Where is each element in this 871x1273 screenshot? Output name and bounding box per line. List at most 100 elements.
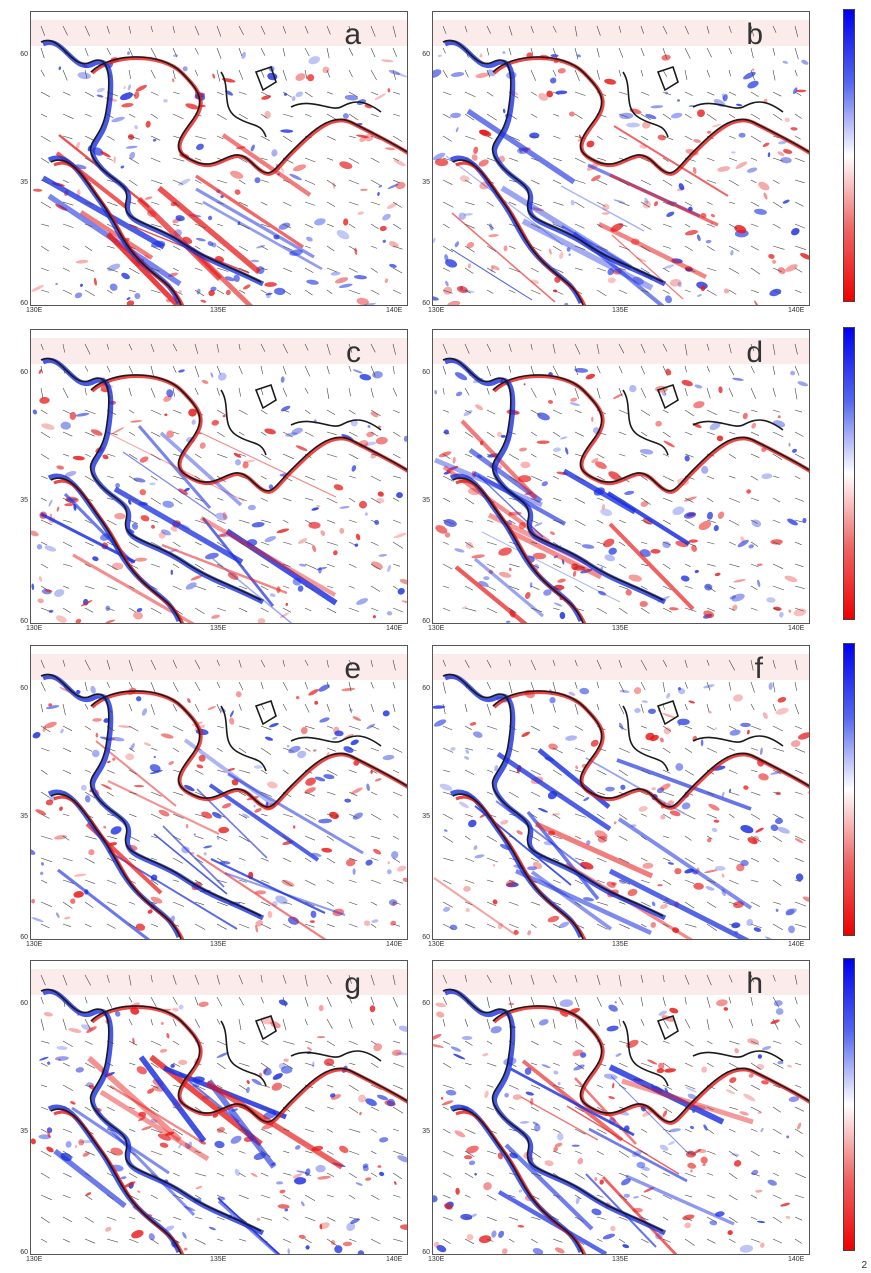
anomaly-blob xyxy=(96,94,104,98)
wind-vector xyxy=(260,201,268,206)
y-tick-label: 60 xyxy=(20,51,28,58)
anomaly-blob xyxy=(498,571,512,578)
wind-vector xyxy=(348,135,356,139)
wind-vector xyxy=(596,879,605,884)
wind-vector xyxy=(728,1018,734,1028)
wind-vector xyxy=(574,857,584,861)
wind-vector xyxy=(216,541,227,549)
wind-vector xyxy=(282,519,289,524)
anomaly-blob xyxy=(178,178,191,186)
anomaly-blob xyxy=(664,1068,676,1073)
wind-vector xyxy=(508,791,519,798)
coastline xyxy=(254,65,277,92)
wind-vector xyxy=(596,475,605,481)
anomaly-blob xyxy=(636,1161,646,1169)
anomaly-streak xyxy=(41,175,166,250)
anomaly-blob xyxy=(230,1135,242,1144)
wind-vector xyxy=(464,585,474,591)
wind-vector xyxy=(326,1194,334,1198)
anomaly-blob xyxy=(454,241,460,248)
wind-vector xyxy=(486,901,497,907)
anomaly-blob xyxy=(207,705,216,711)
wind-vector xyxy=(552,223,564,229)
anomaly-blob xyxy=(468,819,477,828)
wind-vector xyxy=(370,267,378,273)
anomaly-blob xyxy=(532,861,543,870)
wind-vector xyxy=(172,453,181,457)
wind-vector xyxy=(348,1040,358,1045)
anomaly-blob xyxy=(106,760,111,764)
wind-vector xyxy=(508,681,513,694)
anomaly-blob xyxy=(357,211,364,215)
anomaly-blob xyxy=(757,1054,763,1059)
wind-vector xyxy=(464,659,470,668)
y-tick-label: 35 xyxy=(20,497,28,504)
wind-vector xyxy=(392,563,400,567)
wind-vector xyxy=(662,607,672,613)
wind-vector xyxy=(128,681,133,689)
anomaly-blob xyxy=(300,726,308,735)
wind-vector xyxy=(442,1128,451,1134)
anomaly-blob xyxy=(705,239,712,244)
wind-vector xyxy=(304,1238,312,1244)
wind-vector xyxy=(662,747,671,754)
anomaly-blob xyxy=(669,1007,679,1014)
wind-vector xyxy=(618,923,630,929)
anomaly-blob xyxy=(150,896,163,904)
anomaly-blob xyxy=(399,1224,407,1231)
wind-vector xyxy=(794,1128,803,1135)
wind-vector xyxy=(530,179,540,185)
anomaly-blob xyxy=(444,254,449,262)
wind-vector xyxy=(282,585,290,589)
wind-vector xyxy=(348,791,358,797)
anomaly-blob xyxy=(704,869,718,874)
wind-vector xyxy=(304,69,308,80)
wind-vector xyxy=(662,996,666,1007)
wind-vector xyxy=(684,1238,695,1246)
wind-vector xyxy=(348,563,357,568)
anomaly-blob xyxy=(373,1043,383,1052)
anomaly-blob xyxy=(250,259,260,263)
wind-vector xyxy=(326,135,336,141)
wind-vector xyxy=(772,519,781,524)
anomaly-blob xyxy=(492,863,496,867)
wind-vector xyxy=(62,223,74,228)
wind-vector xyxy=(618,974,622,987)
coastal-band xyxy=(90,56,407,176)
wind-vector xyxy=(794,1238,802,1244)
wind-vector xyxy=(304,25,309,34)
anomaly-blob xyxy=(294,1177,307,1185)
anomaly-blob xyxy=(138,1116,146,1122)
anomaly-blob xyxy=(173,54,179,57)
wind-vector xyxy=(750,996,753,1006)
anomaly-blob xyxy=(573,1064,585,1071)
anomaly-blob xyxy=(111,116,125,123)
anomaly-blob xyxy=(172,78,175,83)
wind-vector xyxy=(348,289,361,295)
wind-vector xyxy=(574,91,586,96)
wind-vector xyxy=(326,431,337,435)
anomaly-blob xyxy=(785,1215,791,1219)
anomaly-blob xyxy=(669,278,682,287)
wind-vector xyxy=(552,901,561,906)
anomaly-blob xyxy=(731,593,745,602)
anomaly-blob xyxy=(64,503,74,507)
wind-vector xyxy=(216,996,223,1007)
anomaly-blob xyxy=(149,482,156,486)
wind-vector xyxy=(370,25,376,37)
wind-vector xyxy=(442,974,447,984)
anomaly-blob xyxy=(65,471,77,477)
anomaly-blob xyxy=(48,609,54,613)
wind-vector xyxy=(596,1194,604,1198)
anomaly-blob xyxy=(746,918,754,927)
wind-vector xyxy=(282,453,294,460)
anomaly-blob xyxy=(384,278,389,283)
wind-vector xyxy=(150,996,157,1008)
anomaly-blob xyxy=(178,1059,188,1066)
wind-vector xyxy=(750,113,761,120)
anomaly-blob xyxy=(355,533,361,541)
anomaly-blob xyxy=(768,253,775,259)
wind-vector xyxy=(662,769,671,774)
anomaly-blob xyxy=(185,103,199,110)
wind-vector xyxy=(216,453,228,458)
